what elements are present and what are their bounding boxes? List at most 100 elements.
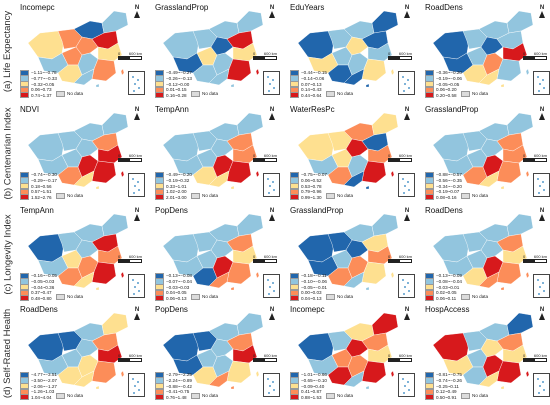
map-region	[27, 332, 65, 362]
map-region	[478, 68, 500, 86]
legend-swatch	[425, 92, 434, 99]
scale-end-label: 600 km	[398, 153, 412, 158]
panel-title: Incomepc	[20, 3, 55, 12]
legend-range: 0.33~1.01	[166, 183, 187, 189]
legend-range: −4.77~−3.51	[31, 372, 57, 378]
map-region	[162, 332, 200, 362]
scale-bar-graphic	[388, 358, 412, 362]
map-island	[365, 286, 370, 291]
scale-bar-graphic	[118, 259, 142, 263]
no-data-legend: No data	[326, 192, 354, 199]
scale-bar-graphic	[388, 56, 412, 60]
panel-title: HospAccess	[425, 305, 470, 314]
north-arrow-shape	[269, 113, 275, 120]
panel-title: RoadDens	[425, 3, 463, 12]
legend-range: 0.06~0.13	[166, 295, 187, 301]
no-data-label: No data	[337, 393, 354, 399]
panel-title: RoadDens	[20, 305, 58, 314]
map-legend: −0.75~−0.07 0.06~0.52 0.53~0.78 0.79~0.96 0.…	[290, 171, 327, 201]
no-data-swatch	[191, 192, 200, 199]
south-china-sea-inset	[398, 173, 415, 197]
row-label-text: (b) Centenarian Index	[2, 107, 14, 199]
legend-range: −0.65~−0.10	[301, 377, 327, 383]
north-arrow-icon: N	[132, 107, 142, 120]
inset-island	[132, 279, 134, 281]
inset-island	[138, 87, 140, 89]
legend-swatch	[20, 394, 29, 401]
legend-range: −3.50~−2.07	[31, 377, 57, 383]
map-region	[506, 112, 534, 136]
map-island	[120, 271, 125, 279]
row-label-text: (a) Life Expectancy	[2, 10, 14, 92]
legend-range: −0.14~0.06	[301, 75, 325, 81]
legend-range: 0.48~0.80	[31, 295, 52, 301]
map-island	[390, 170, 395, 178]
scale-bar: 0 600 km	[253, 153, 277, 162]
scale-start-label: 0	[388, 254, 391, 259]
legend-range: −0.88~−0.42	[166, 383, 192, 389]
panel-title: Incomepc	[290, 305, 325, 314]
map-panel: WaterResPc N 0 600 km −0.75~−0.07 0.06~0.52 0.…	[288, 105, 418, 201]
north-arrow-shape	[269, 11, 275, 18]
panel-title: GrasslandProp	[425, 105, 479, 114]
inset-island	[402, 279, 404, 281]
legend-range: −0.56~−0.35	[436, 177, 462, 183]
north-label: N	[269, 307, 275, 313]
map-region	[162, 233, 200, 263]
no-data-legend: No data	[326, 293, 353, 300]
inset-island	[404, 83, 406, 85]
inset-island	[273, 87, 275, 89]
inset-island	[539, 83, 541, 85]
inset-island	[407, 381, 409, 383]
legend-entry: 0.16~0.28	[155, 92, 192, 99]
north-label: N	[269, 107, 275, 113]
legend-range: −0.13~−0.08	[166, 273, 192, 279]
no-data-label: No data	[337, 193, 354, 199]
scale-end-label: 600 km	[128, 153, 142, 158]
legend-range: −0.74~−0.30	[31, 172, 57, 178]
map-region	[162, 132, 200, 162]
map-region	[478, 170, 500, 188]
scale-start-label: 0	[118, 153, 121, 158]
inset-island	[538, 392, 540, 394]
map-island	[500, 83, 505, 88]
china-choropleth-map	[27, 112, 129, 190]
legend-range: −0.05~0.03	[31, 278, 55, 284]
legend-swatch	[155, 295, 164, 302]
scale-bar: 0 600 km	[118, 353, 142, 362]
legend-entry: 0.99~1.30	[290, 194, 327, 201]
scale-start-label: 0	[253, 51, 256, 56]
inset-island	[537, 279, 539, 281]
map-legend: −0.13~−0.09 −0.08~−0.04 −0.03~0.01 0.02~0.0…	[425, 272, 462, 302]
no-data-swatch	[326, 293, 335, 300]
scale-bar: 0 600 km	[253, 353, 277, 362]
map-island	[525, 271, 530, 279]
legend-swatch	[425, 394, 434, 401]
map-legend: −0.74~−0.30 −0.29~−0.17 0.18~0.56 0.57~1.51…	[20, 171, 57, 201]
no-data-swatch	[191, 392, 200, 399]
map-island	[365, 385, 370, 390]
scale-bar: 0 600 km	[253, 51, 277, 60]
map-panel: HospAccess N 0 600 km −0.81~−0.75 −0.74~−0.26…	[423, 305, 550, 401]
china-choropleth-map	[27, 312, 129, 390]
no-data-legend: No data	[461, 293, 488, 300]
legend-swatch	[425, 295, 434, 302]
map-island	[390, 370, 395, 378]
north-arrow-shape	[269, 313, 275, 320]
legend-range: 0.88~1.53	[301, 394, 322, 400]
inset-island	[542, 79, 544, 81]
north-label: N	[134, 208, 140, 214]
scale-end-label: 600 km	[398, 51, 412, 56]
north-arrow-icon: N	[132, 307, 142, 320]
china-choropleth-map	[297, 10, 399, 88]
map-island	[255, 370, 260, 378]
panel-title: TempAnn	[20, 206, 54, 215]
map-region	[432, 30, 470, 60]
inset-island	[538, 90, 540, 92]
map-region	[236, 213, 264, 237]
north-label: N	[404, 5, 410, 11]
no-data-legend: No data	[326, 392, 354, 399]
inset-island	[133, 192, 135, 194]
north-arrow-icon: N	[132, 208, 142, 221]
legend-entry: 2.01~3.00	[155, 194, 192, 201]
